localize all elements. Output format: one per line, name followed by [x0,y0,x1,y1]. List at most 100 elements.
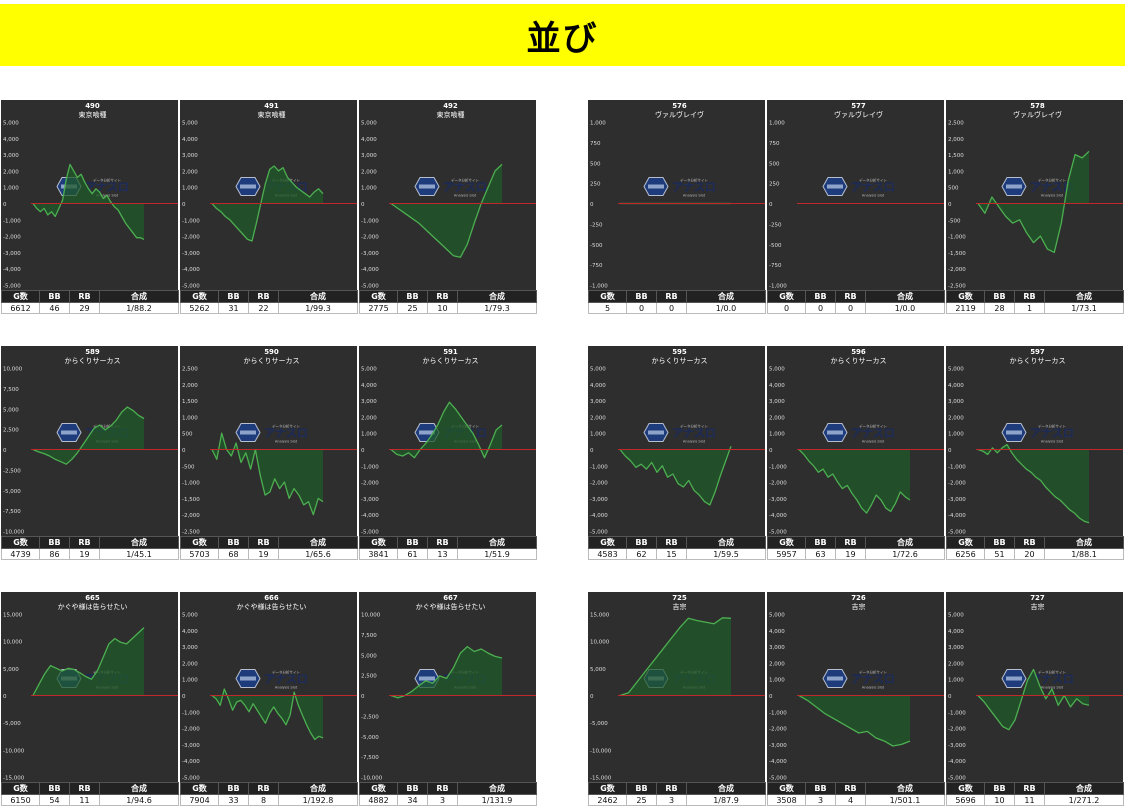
svg-text:データ分析サイト: データ分析サイト [1038,424,1066,429]
y-tick-label: 2,000 [948,415,964,421]
stats-table: G数 BB RB 合成 4882 34 3 1/131.9 [359,782,537,806]
stats-table: G数 BB RB 合成 5957 63 19 1/72.6 [767,536,945,560]
stats-value-g: 4583 [588,548,627,560]
y-tick-label: 1,000 [182,186,198,192]
svg-text:データ分析サイト: データ分析サイト [272,670,300,675]
y-tick-label: 0 [948,694,952,700]
y-tick-label: -10,000 [3,530,25,536]
stats-header-bb: BB [397,290,428,303]
stats-value-bb: 3 [805,794,836,806]
stats-header-games: G数 [588,782,627,795]
stats-value-bb: 10 [984,794,1015,806]
svg-text:データ分析サイト: データ分析サイト [93,178,121,183]
chart-subtitle: からくりサーカス [423,357,479,365]
y-tick-label: -1,000 [948,235,966,241]
series-line [390,163,503,258]
y-tick-label: 3,000 [361,399,377,405]
y-tick-label: 750 [769,141,780,147]
chart-title: 577 [851,102,866,110]
stats-header-games: G数 [1,290,40,303]
y-tick-label: 2,000 [182,169,198,175]
stats-header-bb: BB [218,536,249,549]
y-tick-label: -4,000 [3,267,21,273]
y-tick-label: -15,000 [3,776,25,782]
stats-value-g: 5262 [180,302,219,314]
series-area [799,695,910,746]
y-tick-label: 2,000 [948,661,964,667]
stats-value-ratio: 1/88.1 [1044,548,1124,560]
y-tick-label: 5,000 [361,653,377,659]
y-tick-label: 1,000 [182,415,198,421]
stats-value-bb: 33 [218,794,249,806]
y-tick-label: -5,000 [3,489,21,495]
y-tick-label: 2,000 [769,415,785,421]
y-tick-label: -5,000 [361,530,379,536]
y-tick-label: 500 [769,161,780,167]
stats-value-ratio: 1/79.3 [457,302,537,314]
y-tick-label: 10,000 [590,640,610,646]
svg-text:アナスロ: アナスロ [85,181,129,194]
series-area [978,669,1089,730]
y-tick-label: -4,000 [182,759,200,765]
series-line [32,163,145,240]
y-tick-label: -2,500 [182,530,200,536]
stats-value-rb: 19 [835,548,866,560]
y-tick-label: 500 [182,432,193,438]
chart-subtitle: かぐや様は告らせたい [237,602,307,611]
svg-text:Analysis Slot: Analysis Slot [275,686,298,690]
stats-value-bb: 31 [218,302,249,314]
stats-table: G数 BB RB 合成 0 0 0 1/0.0 [767,290,945,314]
chart-subtitle: からくりサーカス [244,357,300,365]
y-tick-label: 5,000 [182,613,198,619]
y-tick-label: 0 [948,448,952,454]
stats-value-g: 2119 [946,302,985,314]
y-tick-label: 5,000 [948,613,964,619]
y-tick-label: 4,000 [361,383,377,389]
y-tick-label: 0 [3,202,7,208]
y-tick-label: -500 [948,218,961,224]
y-tick-label: 750 [590,141,601,147]
stats-header-rb: RB [835,782,866,795]
y-tick-label: 4,000 [948,629,964,635]
stats-value-rb: 22 [248,302,279,314]
stats-value-rb: 8 [248,794,279,806]
y-tick-label: -5,000 [3,721,21,727]
stats-header-bb: BB [39,290,70,303]
y-tick-label: 2,000 [590,415,606,421]
stats-value-rb: 19 [248,548,279,560]
y-tick-label: -4,000 [361,513,379,519]
y-tick-label: 3,000 [182,645,198,651]
stats-table: G数 BB RB 合成 4739 86 19 1/45.1 [1,536,179,560]
slump-graph: 491 東京喰種 5,000 4,000 3,000 2,000 1,000 0 -1,000 -… [180,100,357,290]
stats-value-ratio: 1/73.1 [1044,302,1124,314]
slump-graph: 591 からくりサーカス 5,000 4,000 3,000 2,000 1,000 0 -1,… [359,346,536,536]
stats-header-games: G数 [767,782,806,795]
y-tick-label: 1,000 [3,186,19,192]
y-tick-label: -500 [182,464,195,470]
y-tick-label: 1,000 [948,432,964,438]
stats-header-rb: RB [427,290,458,303]
y-tick-label: -5,000 [361,284,379,290]
chart-subtitle: 吉宗 [852,602,866,611]
y-tick-label: 2,000 [769,661,785,667]
y-tick-label: -3,000 [361,497,379,503]
stats-header-bb: BB [218,290,249,303]
stats-value-bb: 25 [397,302,428,314]
stats-table: G数 BB RB 合成 3841 61 13 1/51.9 [359,536,537,560]
stats-value-ratio: 1/51.9 [457,548,537,560]
y-tick-label: 500 [590,161,601,167]
y-tick-label: -2,000 [361,235,379,241]
y-tick-label: 4,000 [769,383,785,389]
stats-value-g: 3508 [767,794,806,806]
y-tick-label: 1,500 [948,153,964,159]
slump-graph: 576 ヴァルヴレイヴ 1,000 750 500 250 0 -250 -500 -750 -1,… [588,100,765,290]
chart-title: 665 [85,594,100,602]
chart-subtitle: ヴァルヴレイヴ [1013,110,1062,119]
series-line [211,688,324,741]
y-tick-label: 3,000 [769,645,785,651]
stats-header-bb: BB [397,536,428,549]
y-tick-label: -5,000 [590,530,608,536]
